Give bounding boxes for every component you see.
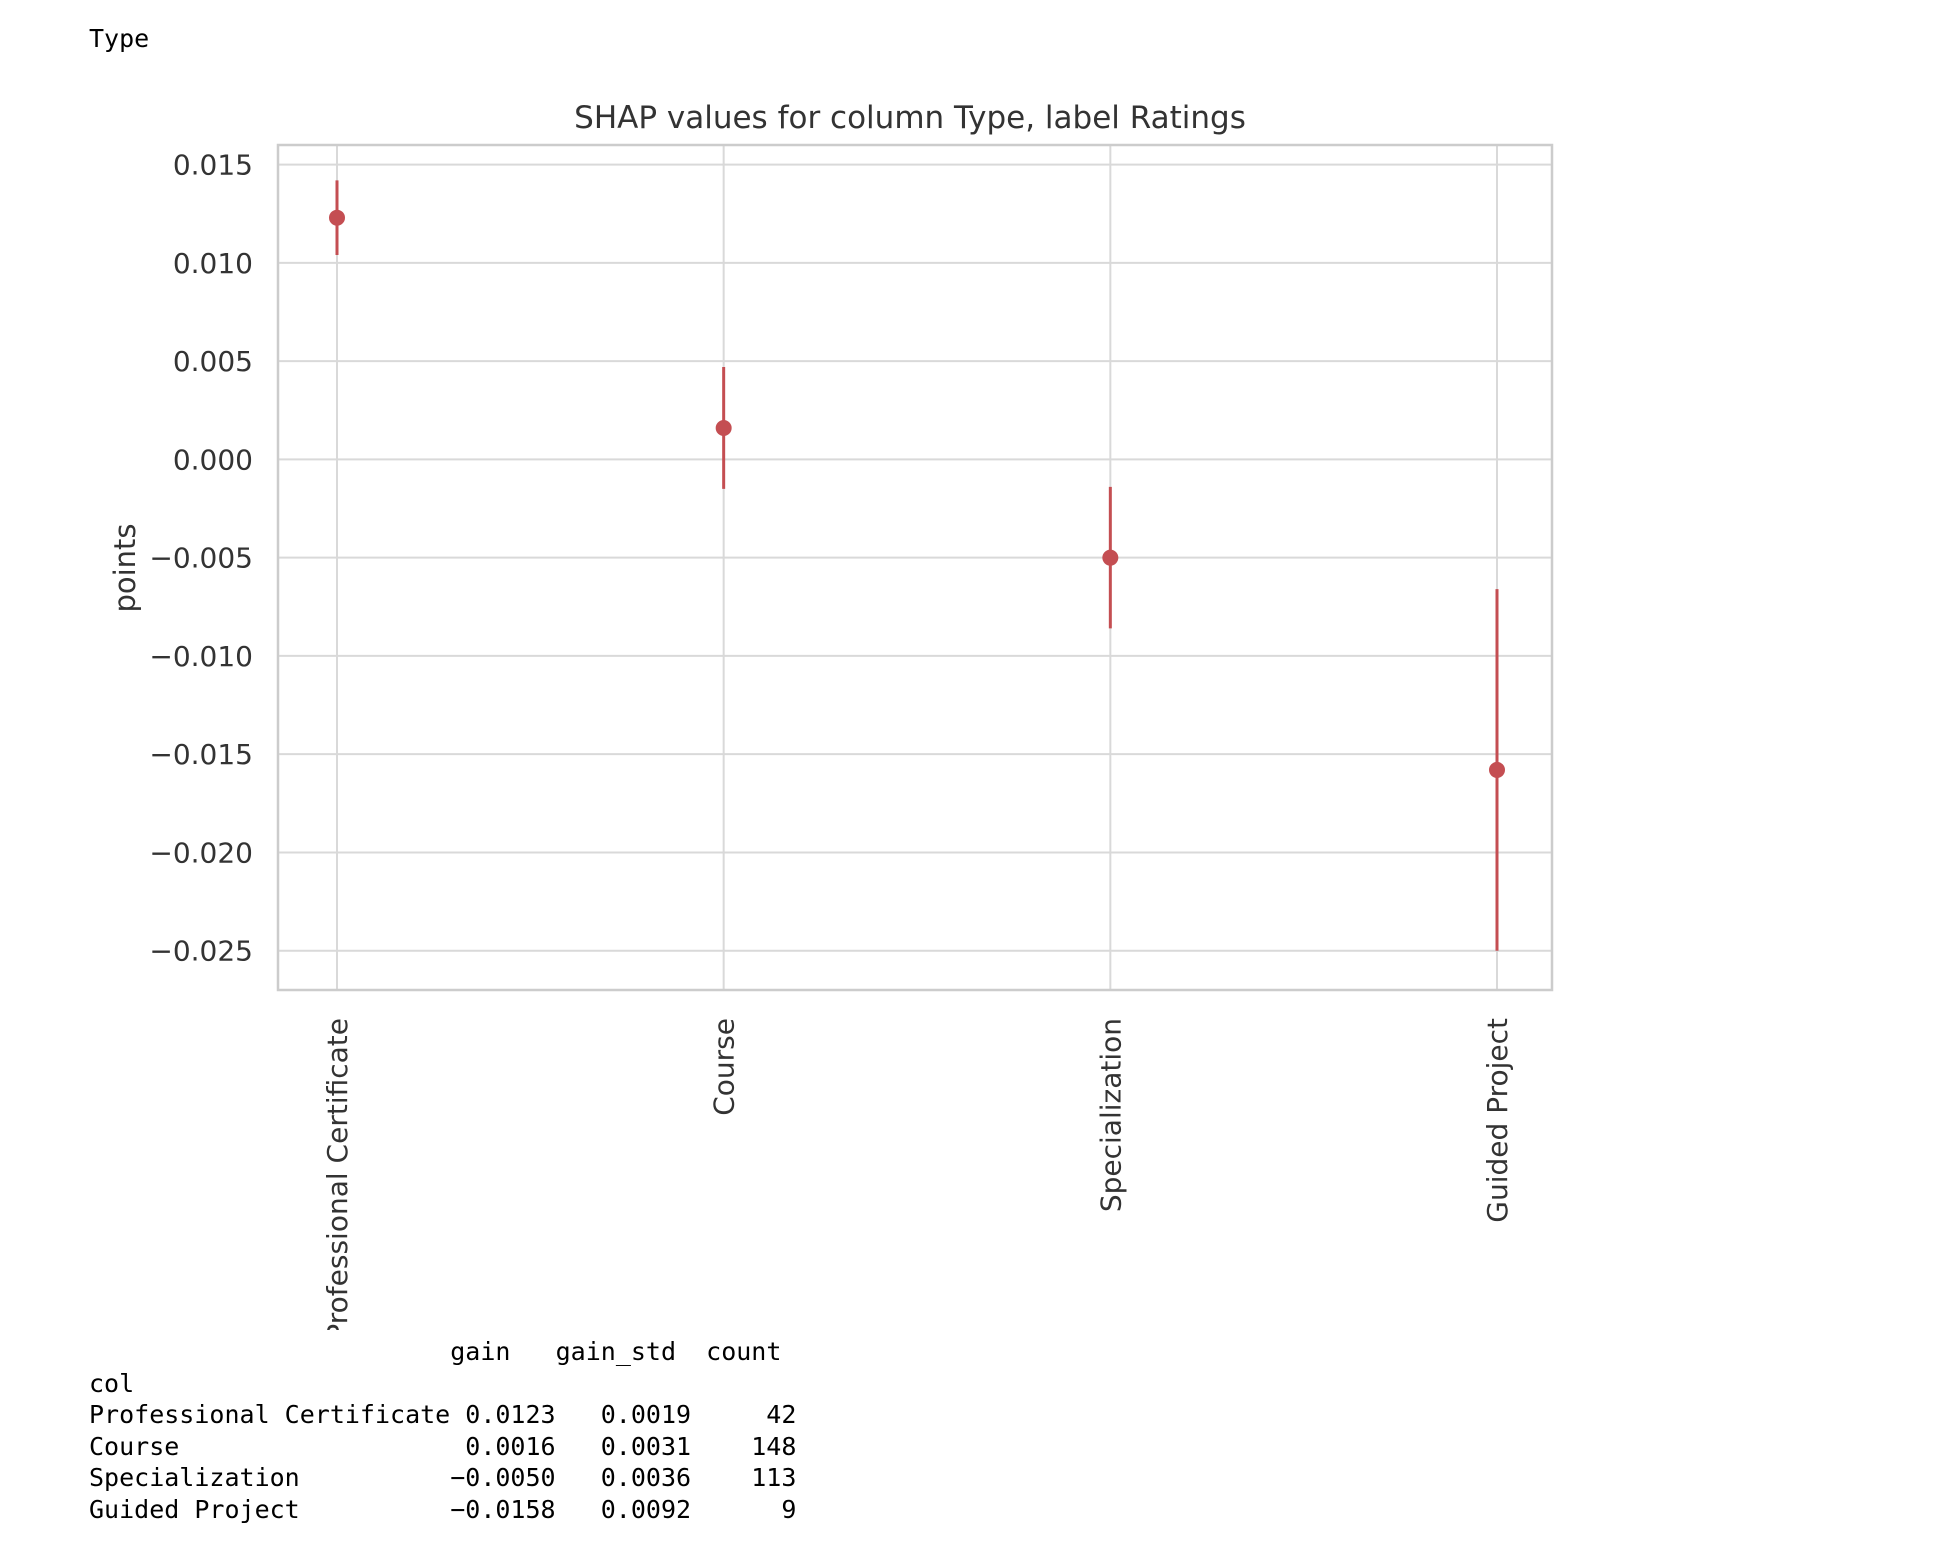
- y-tick-label: 0.010: [173, 247, 253, 280]
- y-tick-label: −0.015: [149, 738, 253, 771]
- data-point: [1489, 761, 1505, 778]
- y-tick-label: 0.000: [173, 443, 253, 476]
- header-count: count: [706, 1337, 782, 1366]
- data-point: [329, 209, 345, 226]
- y-tick-label: −0.020: [149, 836, 253, 869]
- y-tick-label: −0.025: [149, 935, 253, 968]
- plot-frame: [276, 143, 1554, 992]
- header-gain-std: gain_std: [555, 1337, 677, 1366]
- table-row: Professional Certificate 0.0123 0.0019 4…: [89, 1400, 797, 1429]
- table-header-row: gain gain_std count: [89, 1337, 781, 1366]
- x-tick-label: Specialization: [1094, 1018, 1127, 1212]
- table-row: Specialization −0.0050 0.0036 113: [89, 1463, 797, 1492]
- table-row: Guided Project −0.0158 0.0092 9: [89, 1494, 797, 1524]
- x-tick-label: Professional Certificate: [321, 1018, 354, 1330]
- y-tick-label: −0.005: [149, 542, 253, 575]
- data-point: [715, 419, 732, 436]
- table-index-name: col: [89, 1368, 135, 1398]
- plot-area: 0.015 0.010 0.005 0.000 −0.005 −0.010 −0.015 −0…: [149, 143, 1554, 1330]
- data-point: [1102, 549, 1119, 566]
- x-tick-label: Course: [708, 1018, 741, 1116]
- y-tick-label: 0.005: [173, 345, 253, 378]
- y-tick-label: −0.010: [149, 640, 253, 673]
- output-heading: Type: [89, 24, 150, 53]
- chart-title: SHAP values for column Type, label Ratin…: [574, 100, 1246, 136]
- table-row: Course 0.0016 0.0031 148: [89, 1431, 797, 1461]
- y-tick-label: 0.015: [173, 149, 253, 182]
- y-axis-label: points: [108, 523, 142, 612]
- x-tick-label: Guided Project: [1481, 1018, 1514, 1223]
- header-gain: gain: [450, 1337, 511, 1366]
- shap-chart: 0.015 0.010 0.005 0.000 −0.005 −0.010 −0.015 −0…: [108, 100, 1554, 1330]
- gain-table: gain gain_std count col Professional Cer…: [89, 1336, 796, 1525]
